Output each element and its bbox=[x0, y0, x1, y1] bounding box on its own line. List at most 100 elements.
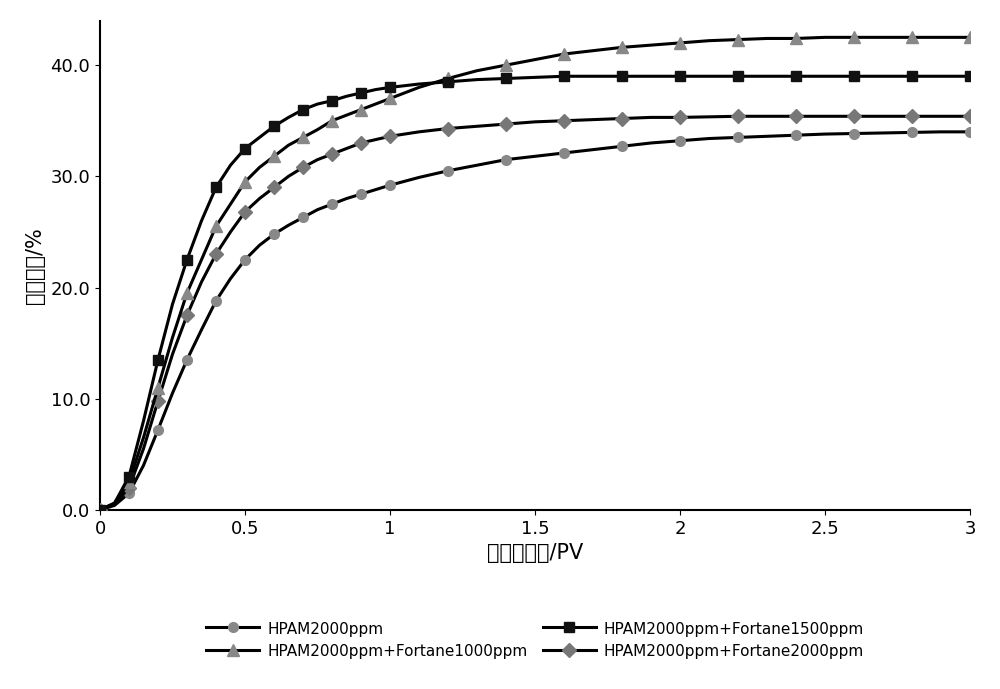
HPAM2000ppm bbox=[239, 256, 251, 264]
HPAM2000ppm+Fortane1000ppm bbox=[471, 67, 483, 75]
HPAM2000ppm+Fortane1500ppm bbox=[529, 73, 541, 81]
HPAM2000ppm+Fortane1500ppm bbox=[224, 161, 237, 169]
HPAM2000ppm+Fortane1500ppm bbox=[964, 72, 976, 81]
HPAM2000ppm+Fortane1500ppm bbox=[166, 300, 179, 308]
HPAM2000ppm bbox=[340, 194, 353, 203]
HPAM2000ppm+Fortane1500ppm bbox=[282, 113, 294, 121]
HPAM2000ppm+Fortane1000ppm bbox=[819, 33, 831, 41]
HPAM2000ppm+Fortane1000ppm bbox=[94, 506, 106, 514]
HPAM2000ppm+Fortane1500ppm bbox=[906, 72, 918, 81]
HPAM2000ppm+Fortane1000ppm bbox=[152, 383, 164, 391]
HPAM2000ppm bbox=[297, 214, 309, 222]
HPAM2000ppm+Fortane1500ppm bbox=[196, 216, 208, 225]
HPAM2000ppm+Fortane2000ppm bbox=[254, 194, 266, 203]
HPAM2000ppm+Fortane2000ppm bbox=[326, 150, 338, 158]
HPAM2000ppm+Fortane1000ppm bbox=[370, 100, 382, 108]
HPAM2000ppm+Fortane1000ppm bbox=[138, 433, 150, 442]
HPAM2000ppm+Fortane2000ppm bbox=[268, 183, 280, 192]
HPAM2000ppm+Fortane2000ppm bbox=[964, 112, 976, 121]
HPAM2000ppm bbox=[282, 221, 294, 229]
HPAM2000ppm+Fortane1500ppm bbox=[384, 83, 396, 92]
HPAM2000ppm+Fortane2000ppm bbox=[355, 139, 367, 147]
HPAM2000ppm+Fortane1000ppm bbox=[355, 105, 367, 114]
HPAM2000ppm+Fortane1500ppm bbox=[500, 74, 512, 83]
HPAM2000ppm+Fortane1000ppm bbox=[297, 133, 309, 141]
Line: HPAM2000ppm: HPAM2000ppm bbox=[95, 127, 975, 515]
HPAM2000ppm+Fortane2000ppm bbox=[935, 112, 947, 121]
HPAM2000ppm+Fortane2000ppm bbox=[732, 112, 744, 121]
Line: HPAM2000ppm+Fortane1000ppm: HPAM2000ppm+Fortane1000ppm bbox=[94, 32, 976, 515]
HPAM2000ppm+Fortane1000ppm bbox=[558, 50, 570, 58]
HPAM2000ppm bbox=[732, 133, 744, 141]
HPAM2000ppm+Fortane2000ppm bbox=[413, 127, 425, 136]
HPAM2000ppm+Fortane2000ppm bbox=[138, 444, 150, 453]
HPAM2000ppm bbox=[254, 241, 266, 249]
HPAM2000ppm+Fortane2000ppm bbox=[906, 112, 918, 121]
HPAM2000ppm+Fortane1500ppm bbox=[239, 145, 251, 153]
HPAM2000ppm+Fortane1500ppm bbox=[297, 105, 309, 114]
HPAM2000ppm bbox=[471, 161, 483, 169]
HPAM2000ppm+Fortane1000ppm bbox=[761, 34, 773, 43]
HPAM2000ppm+Fortane1500ppm bbox=[268, 122, 280, 130]
HPAM2000ppm bbox=[123, 489, 135, 497]
HPAM2000ppm+Fortane2000ppm bbox=[166, 350, 179, 358]
HPAM2000ppm+Fortane1000ppm bbox=[587, 47, 599, 55]
HPAM2000ppm+Fortane1500ppm bbox=[645, 72, 657, 81]
HPAM2000ppm+Fortane2000ppm bbox=[312, 156, 324, 164]
HPAM2000ppm+Fortane1500ppm bbox=[108, 499, 121, 507]
HPAM2000ppm+Fortane1000ppm bbox=[196, 256, 208, 264]
HPAM2000ppm+Fortane1500ppm bbox=[340, 92, 353, 101]
HPAM2000ppm bbox=[138, 461, 150, 469]
HPAM2000ppm+Fortane1000ppm bbox=[166, 333, 179, 342]
HPAM2000ppm+Fortane1500ppm bbox=[935, 72, 947, 81]
HPAM2000ppm+Fortane1500ppm bbox=[152, 356, 164, 364]
HPAM2000ppm bbox=[558, 149, 570, 157]
HPAM2000ppm+Fortane1500ppm bbox=[312, 100, 324, 108]
HPAM2000ppm+Fortane1500ppm bbox=[703, 72, 715, 81]
HPAM2000ppm bbox=[761, 132, 773, 141]
HPAM2000ppm bbox=[790, 131, 802, 139]
HPAM2000ppm+Fortane1000ppm bbox=[500, 61, 512, 70]
HPAM2000ppm bbox=[819, 130, 831, 138]
Legend: HPAM2000ppm, HPAM2000ppm+Fortane1000ppm, HPAM2000ppm+Fortane1500ppm, HPAM2000ppm: HPAM2000ppm, HPAM2000ppm+Fortane1000ppm,… bbox=[200, 615, 870, 666]
HPAM2000ppm+Fortane1000ppm bbox=[181, 289, 193, 297]
HPAM2000ppm+Fortane1000ppm bbox=[239, 178, 251, 186]
HPAM2000ppm+Fortane2000ppm bbox=[370, 136, 382, 144]
HPAM2000ppm bbox=[196, 326, 208, 334]
HPAM2000ppm+Fortane1000ppm bbox=[210, 223, 222, 231]
HPAM2000ppm+Fortane1000ppm bbox=[935, 33, 947, 41]
HPAM2000ppm bbox=[312, 205, 324, 214]
HPAM2000ppm+Fortane1500ppm bbox=[848, 72, 860, 81]
HPAM2000ppm+Fortane1500ppm bbox=[587, 72, 599, 81]
HPAM2000ppm+Fortane1000ppm bbox=[674, 39, 686, 47]
HPAM2000ppm+Fortane1000ppm bbox=[732, 35, 744, 43]
HPAM2000ppm+Fortane1500ppm bbox=[442, 78, 454, 86]
HPAM2000ppm bbox=[108, 502, 121, 510]
HPAM2000ppm+Fortane1000ppm bbox=[906, 33, 918, 41]
HPAM2000ppm+Fortane1500ppm bbox=[326, 96, 338, 105]
HPAM2000ppm bbox=[848, 130, 860, 138]
HPAM2000ppm+Fortane2000ppm bbox=[587, 116, 599, 124]
HPAM2000ppm bbox=[964, 127, 976, 136]
HPAM2000ppm+Fortane1000ppm bbox=[268, 152, 280, 161]
HPAM2000ppm+Fortane1500ppm bbox=[138, 417, 150, 425]
HPAM2000ppm+Fortane2000ppm bbox=[181, 311, 193, 320]
HPAM2000ppm+Fortane1500ppm bbox=[616, 72, 628, 81]
HPAM2000ppm bbox=[224, 274, 237, 282]
HPAM2000ppm+Fortane2000ppm bbox=[761, 112, 773, 121]
HPAM2000ppm bbox=[268, 230, 280, 238]
HPAM2000ppm bbox=[166, 389, 179, 398]
HPAM2000ppm+Fortane1500ppm bbox=[254, 133, 266, 141]
HPAM2000ppm+Fortane2000ppm bbox=[645, 113, 657, 121]
HPAM2000ppm bbox=[645, 139, 657, 147]
HPAM2000ppm+Fortane2000ppm bbox=[224, 228, 237, 236]
HPAM2000ppm bbox=[587, 145, 599, 154]
X-axis label: 累计注入量/PV: 累计注入量/PV bbox=[487, 543, 583, 563]
HPAM2000ppm+Fortane2000ppm bbox=[123, 484, 135, 492]
HPAM2000ppm+Fortane1000ppm bbox=[340, 111, 353, 119]
HPAM2000ppm+Fortane1000ppm bbox=[790, 34, 802, 43]
HPAM2000ppm+Fortane2000ppm bbox=[674, 113, 686, 121]
HPAM2000ppm+Fortane1500ppm bbox=[370, 85, 382, 94]
HPAM2000ppm bbox=[181, 356, 193, 364]
HPAM2000ppm+Fortane1500ppm bbox=[761, 72, 773, 81]
